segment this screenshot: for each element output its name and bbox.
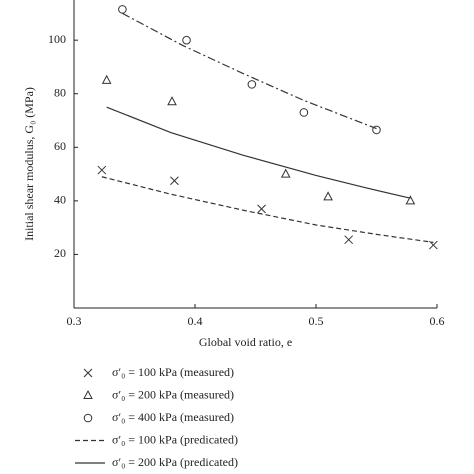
y-tick-label: 60 xyxy=(54,139,66,153)
data-point xyxy=(299,108,309,117)
legend-marker xyxy=(83,389,93,399)
legend-label: σ′₀ = 400 kPa (measured) xyxy=(112,410,234,424)
legend-label: σ′₀ = 100 kPa (measured) xyxy=(112,365,234,379)
y-tick-label: 80 xyxy=(54,85,66,99)
legend-marker xyxy=(83,413,93,423)
data-point xyxy=(247,80,257,89)
data-point xyxy=(257,204,266,214)
data-point xyxy=(372,125,381,135)
y-tick-label: 40 xyxy=(54,193,66,207)
data-point xyxy=(405,195,416,205)
data-point xyxy=(97,165,107,175)
legend-label: σ′₀ = 200 kPa (measured) xyxy=(112,387,234,401)
data-line xyxy=(106,106,411,199)
legend-label: σ′₀ = 200 kPa (predicated) xyxy=(112,455,238,469)
y-axis-title: Initial shear modulus, G₀ (MPa) xyxy=(22,87,36,241)
y-tick-label: 100 xyxy=(48,32,66,46)
data-line xyxy=(101,176,434,243)
data-point xyxy=(323,191,333,201)
data-point xyxy=(101,74,112,84)
data-point xyxy=(182,35,191,45)
legend-marker xyxy=(83,368,93,378)
data-point xyxy=(429,240,438,250)
data-point xyxy=(118,5,127,14)
x-tick-label: 0.5 xyxy=(309,314,324,328)
data-point xyxy=(280,168,291,178)
y-tick-label: 20 xyxy=(54,246,66,260)
data-point xyxy=(344,235,354,245)
x-tick-label: 0.6 xyxy=(430,314,445,328)
data-point xyxy=(167,96,177,106)
data-line xyxy=(122,12,377,130)
x-tick-label: 0.3 xyxy=(67,314,82,328)
legend-label: σ′₀ = 100 kPa (predicated) xyxy=(112,432,238,446)
x-axis-title: Global void ratio, e xyxy=(199,335,292,349)
x-tick-label: 0.4 xyxy=(188,314,203,328)
data-point xyxy=(170,176,179,186)
